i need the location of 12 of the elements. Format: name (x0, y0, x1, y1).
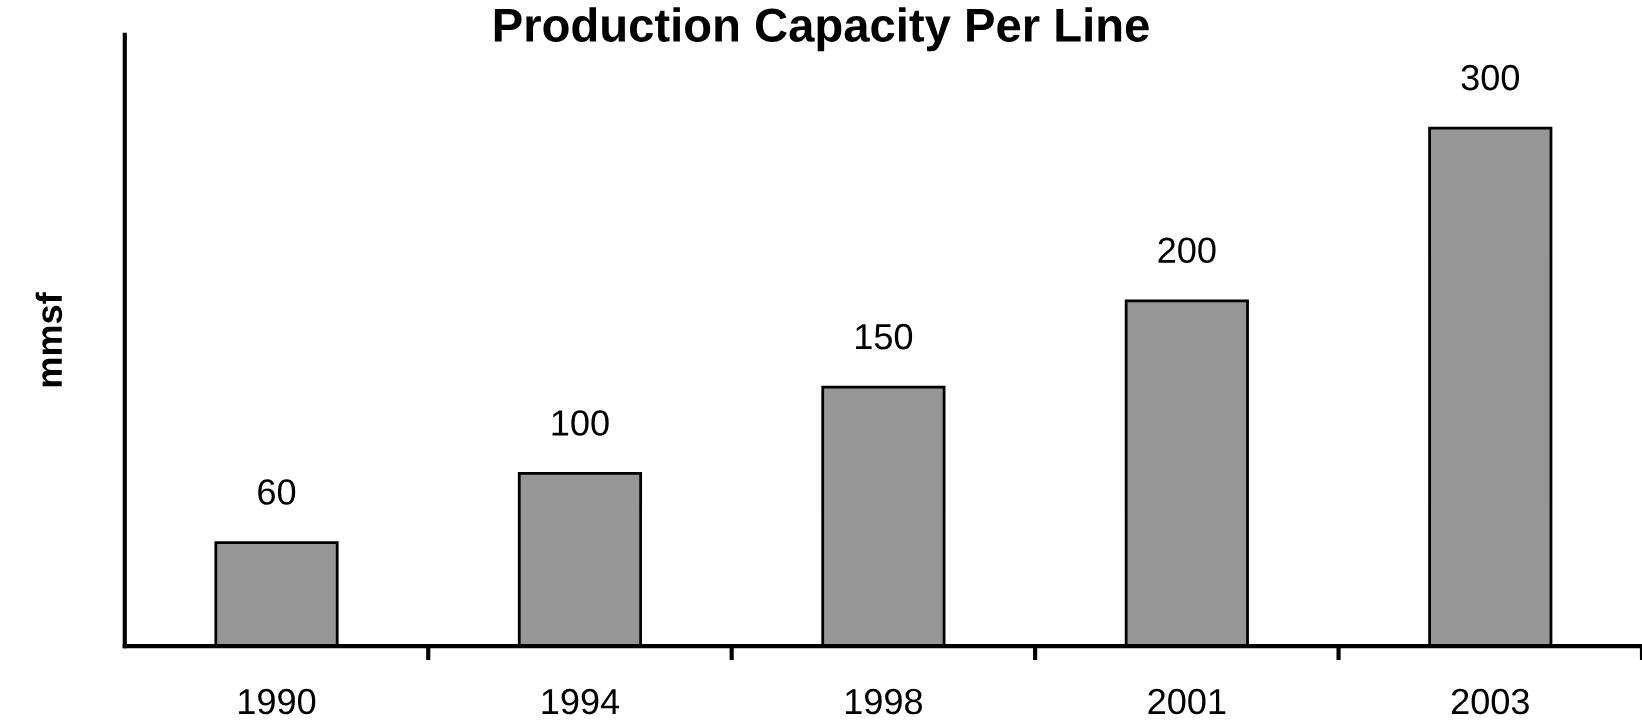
x-tick-label: 1994 (542, 688, 620, 715)
chart-title: Production Capacity Per Line (494, 7, 1149, 52)
data-label: 150 (856, 323, 913, 350)
data-label: 60 (258, 479, 296, 505)
x-tick-label: 2001 (1148, 688, 1226, 715)
x-tick-label: 1998 (845, 688, 922, 715)
data-label: 100 (552, 410, 609, 436)
data-label: 300 (1461, 64, 1519, 91)
x-tick-label: 1990 (239, 688, 316, 715)
data-label: 200 (1158, 237, 1216, 264)
x-tick-label: 2003 (1451, 688, 1529, 715)
y-axis-title: mmsf (35, 292, 63, 387)
